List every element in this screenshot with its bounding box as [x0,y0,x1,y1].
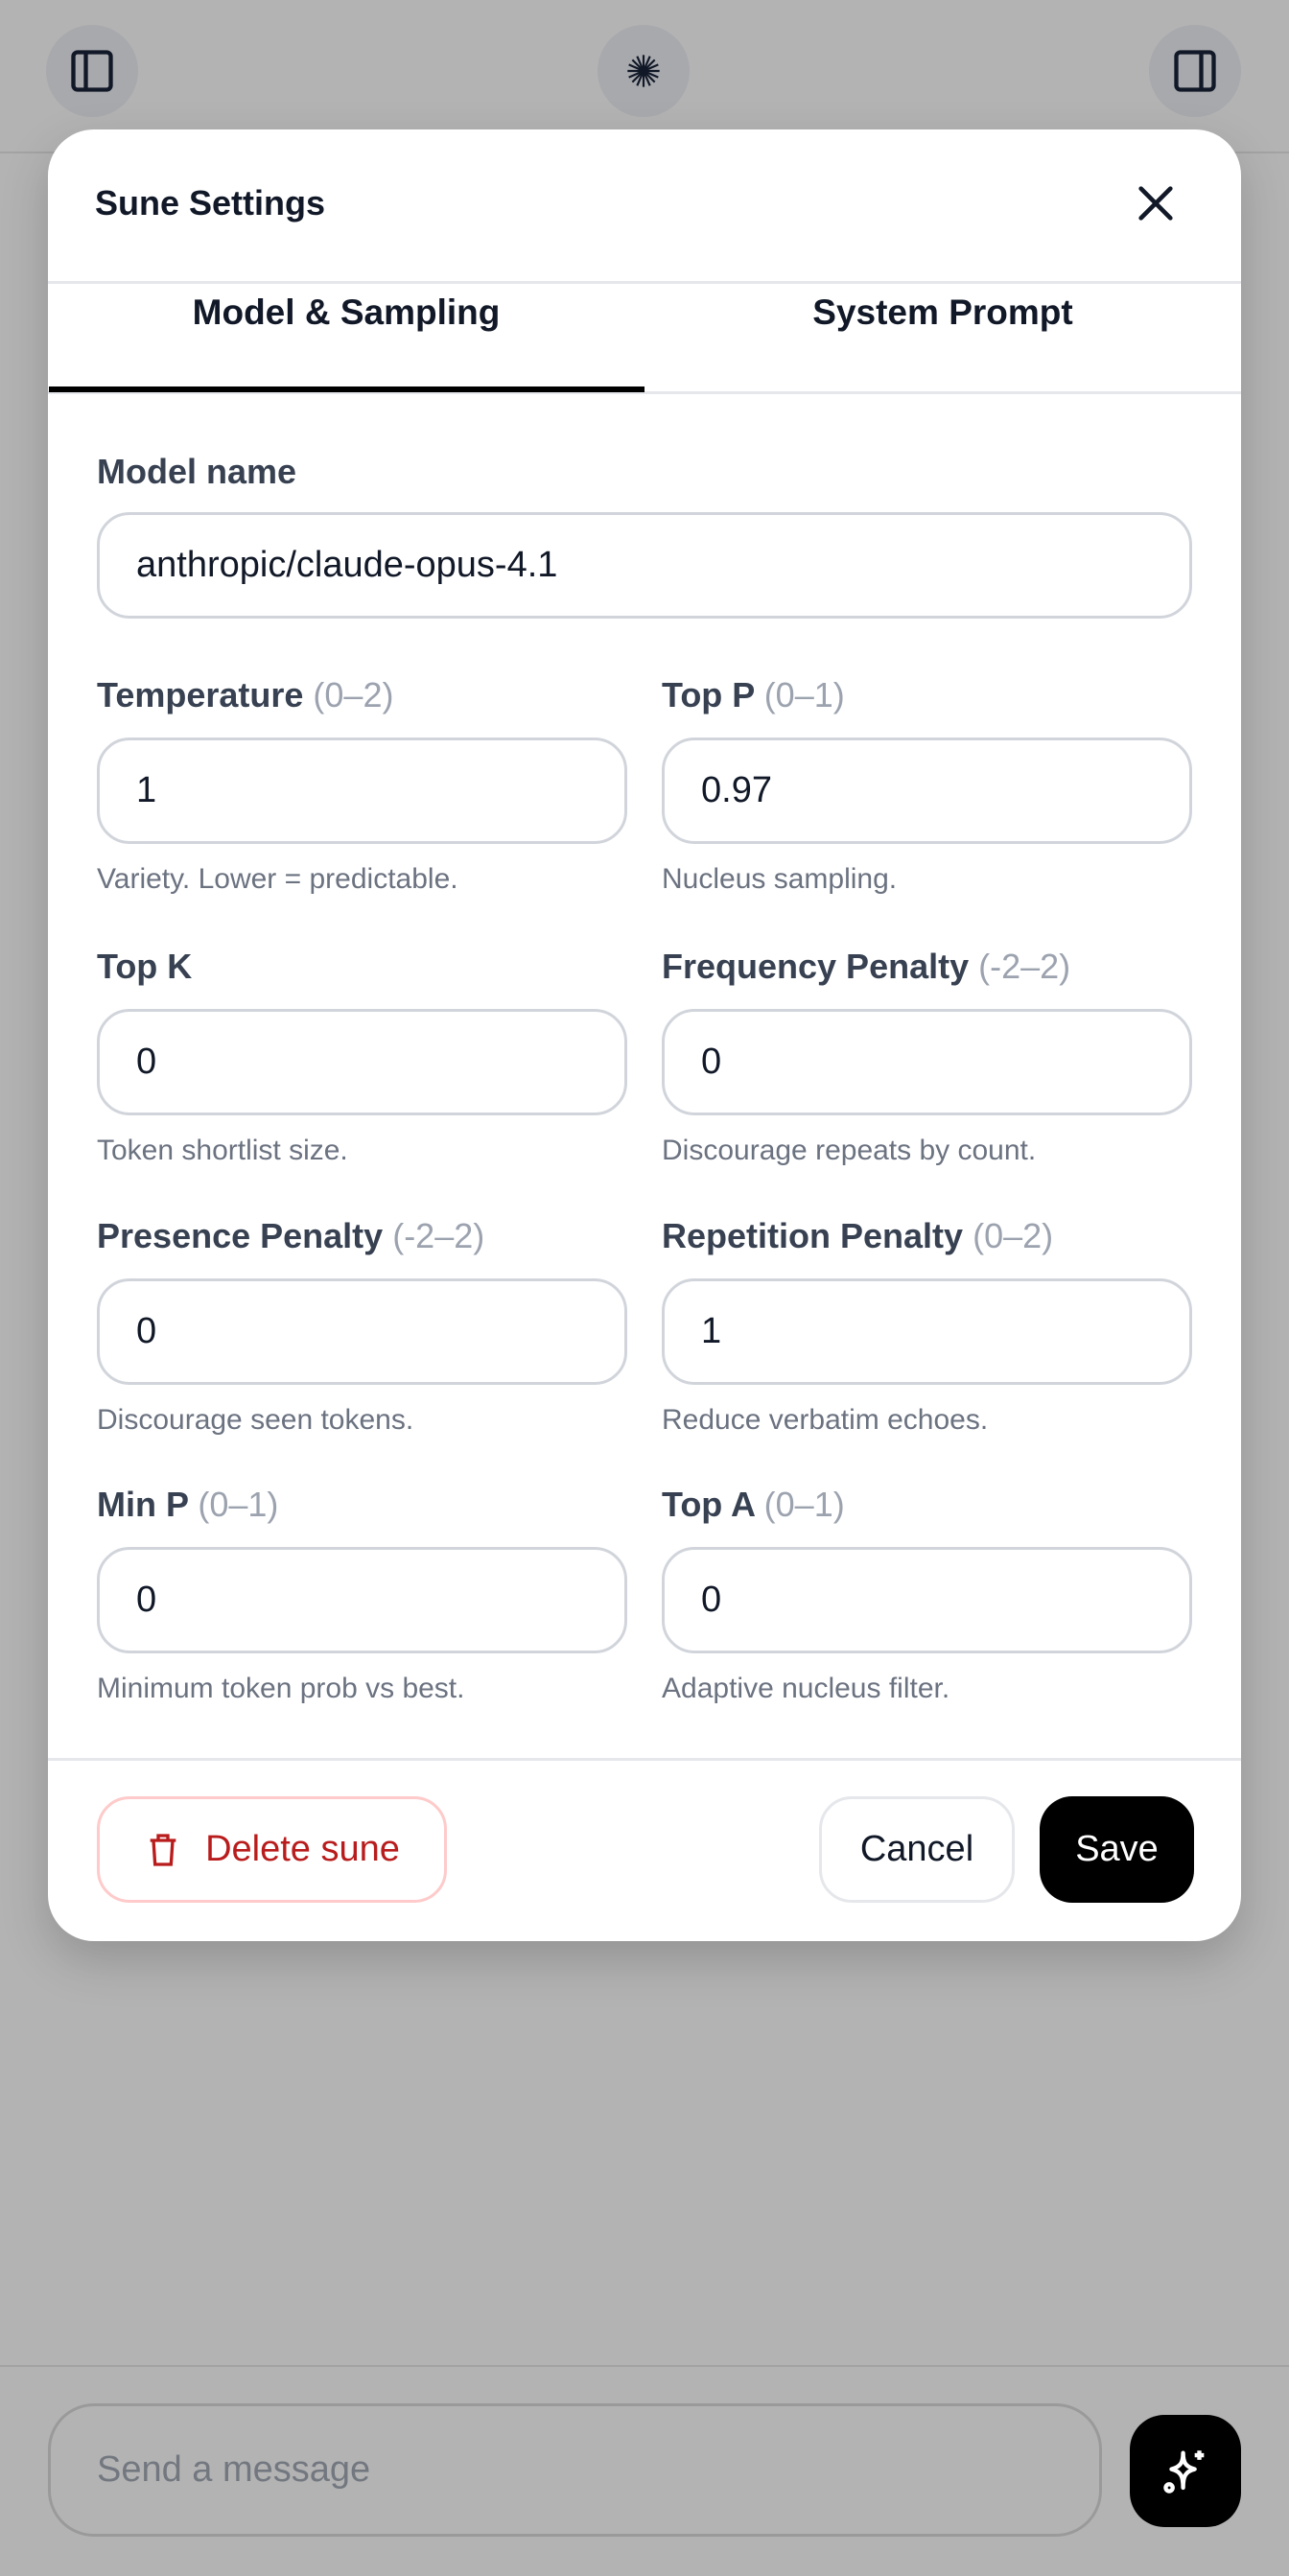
field-label-text: Top K [97,947,193,986]
min-p-label: Min P (0–1) [97,1485,278,1525]
top-k-help: Token shortlist size. [97,1135,348,1166]
field-label-text: Frequency Penalty [662,947,970,986]
send-button[interactable] [1130,2415,1241,2527]
delete-sune-button[interactable]: Delete sune [97,1796,447,1903]
trash-icon [150,1833,176,1866]
frequency-penalty-help: Discourage repeats by count. [662,1135,1037,1166]
tab-system-prompt[interactable]: System Prompt [812,293,1073,332]
sparkles-icon [1163,2449,1205,2494]
message-input[interactable]: Send a message [48,2403,1102,2537]
presence-penalty-help: Discourage seen tokens. [97,1404,414,1436]
toggle-right-sidebar-button[interactable] [1149,25,1241,117]
top-k-label: Top K [97,947,192,987]
temperature-help: Variety. Lower = predictable. [97,863,458,895]
close-icon[interactable] [1134,181,1178,225]
sidebar-left-icon [71,50,113,92]
field-range: (-2–2) [392,1216,485,1255]
delete-sune-label: Delete sune [205,1829,400,1869]
composer-divider [0,2365,1289,2367]
starburst-logo-icon [627,55,660,87]
title-divider [48,281,1241,284]
field-range: (0–1) [763,1485,845,1524]
top-a-label: Top A (0–1) [662,1485,845,1525]
top-a-input[interactable]: 0 [662,1547,1192,1653]
field-label-text: Top P [662,675,755,714]
field-label-text: Min P [97,1485,189,1524]
field-range: (-2–2) [978,947,1071,986]
field-label-text: Presence Penalty [97,1216,384,1255]
field-range: (0–1) [763,675,845,714]
field-range: (0–1) [198,1485,279,1524]
repetition-penalty-help: Reduce verbatim echoes. [662,1404,989,1436]
toggle-left-sidebar-button[interactable] [46,25,138,117]
field-label-text: Temperature [97,675,304,714]
field-label-text: Top A [662,1485,755,1524]
top-p-help: Nucleus sampling. [662,863,898,895]
dialog-title: Sune Settings [95,183,326,222]
repetition-penalty-input[interactable]: 1 [662,1278,1192,1385]
presence-penalty-label: Presence Penalty (-2–2) [97,1216,484,1256]
frequency-penalty-input[interactable]: 0 [662,1009,1192,1115]
frequency-penalty-label: Frequency Penalty (-2–2) [662,947,1070,987]
temperature-label: Temperature (0–2) [97,675,393,715]
top-a-help: Adaptive nucleus filter. [662,1673,950,1704]
top-p-input[interactable]: 0.97 [662,738,1192,844]
sune-settings-dialog: Sune Settings Model & Sampling System Pr… [48,129,1241,1941]
min-p-input[interactable]: 0 [97,1547,627,1653]
sidebar-right-icon [1174,50,1216,92]
field-range: (0–2) [313,675,394,714]
active-tab-indicator [49,386,644,392]
tabs-divider [48,391,1241,394]
min-p-help: Minimum token prob vs best. [97,1673,465,1704]
presence-penalty-input[interactable]: 0 [97,1278,627,1385]
top-k-input[interactable]: 0 [97,1009,627,1115]
temperature-input[interactable]: 1 [97,738,627,844]
field-range: (0–2) [973,1216,1054,1255]
field-label-text: Repetition Penalty [662,1216,964,1255]
save-button[interactable]: Save [1040,1796,1194,1903]
footer-divider [48,1758,1241,1761]
tab-model-sampling[interactable]: Model & Sampling [192,293,501,332]
repetition-penalty-label: Repetition Penalty (0–2) [662,1216,1053,1256]
model-name-label: Model name [97,452,297,491]
cancel-button[interactable]: Cancel [819,1796,1015,1903]
top-p-label: Top P (0–1) [662,675,845,715]
logo-button[interactable] [598,25,690,117]
model-name-input[interactable]: anthropic/claude-opus-4.1 [97,512,1192,619]
